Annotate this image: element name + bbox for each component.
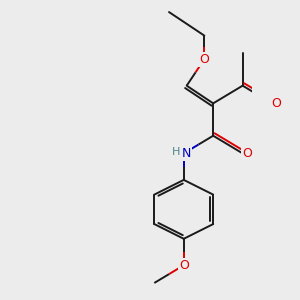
Text: O: O	[200, 53, 209, 66]
Text: H: H	[172, 147, 180, 157]
Text: O: O	[272, 97, 281, 110]
Text: O: O	[179, 259, 189, 272]
Text: N: N	[181, 147, 191, 160]
Text: O: O	[242, 147, 252, 160]
